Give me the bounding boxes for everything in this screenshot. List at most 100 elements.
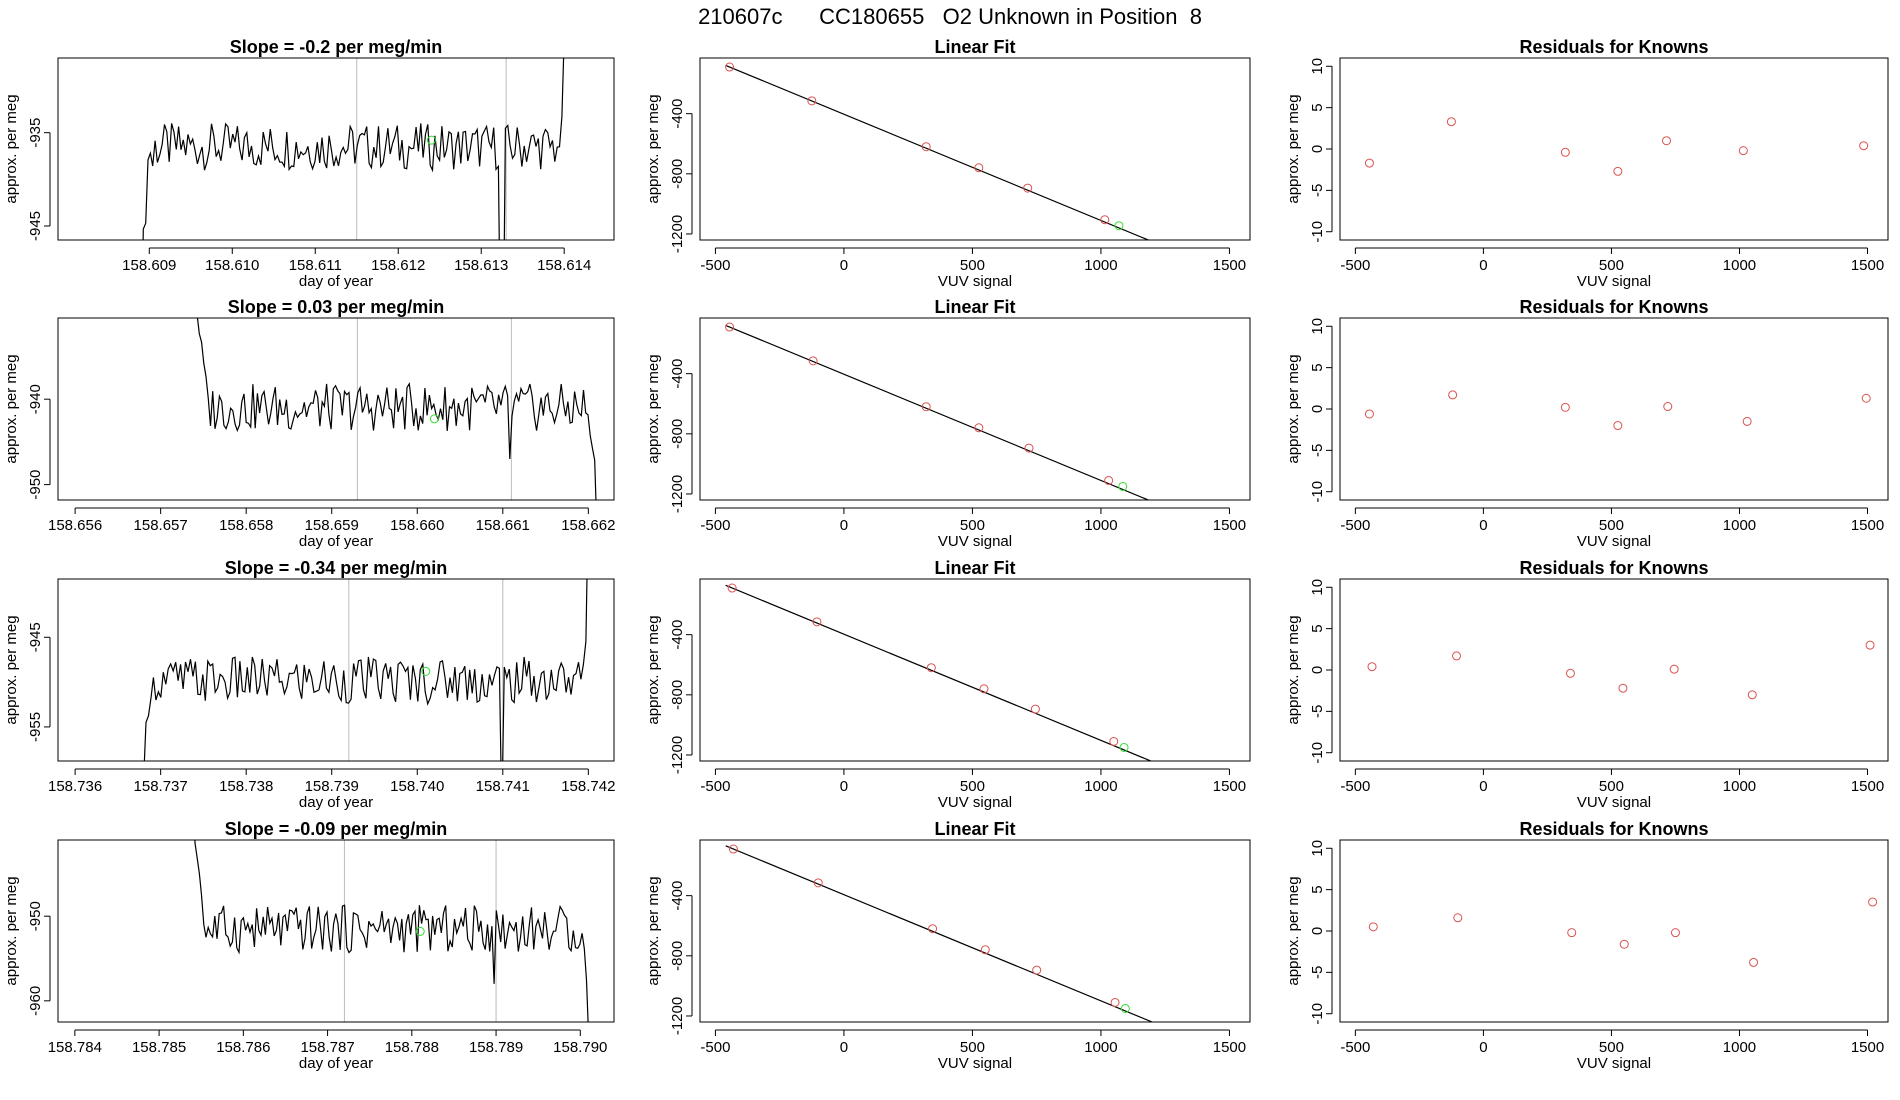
x-tick-label: 1500 <box>1213 778 1246 795</box>
known-point <box>928 924 938 934</box>
x-tick-label: 158.614 <box>537 257 591 274</box>
plot-frame <box>699 578 1251 762</box>
plot-area <box>725 62 1150 240</box>
x-tick-label: 1500 <box>1213 1039 1246 1056</box>
x-axis-label: VUV signal <box>1577 273 1651 290</box>
y-tick-label: 0 <box>1309 145 1326 153</box>
x-tick-label: 158.788 <box>385 1039 439 1056</box>
panel-2-1: Slope = 0.03 per meg/min 158.656 158.657 15… <box>3 297 615 550</box>
y-tick-label: -955 <box>27 712 44 742</box>
x-tick-label: 1000 <box>1723 257 1756 274</box>
unknown-point <box>426 135 436 145</box>
unknown-point <box>1114 221 1124 231</box>
panel-title: Linear Fit <box>934 297 1015 317</box>
y-tick-label: -5 <box>1309 966 1326 979</box>
known-point <box>979 684 989 694</box>
residual-point <box>1669 664 1679 674</box>
x-tick-label: 1500 <box>1851 517 1884 534</box>
x-tick-label: 500 <box>1599 517 1624 534</box>
residual-point <box>1560 147 1570 157</box>
fit-line <box>725 64 1150 240</box>
plot-frame <box>699 317 1251 501</box>
x-tick-label: 158.790 <box>553 1039 607 1056</box>
known-point <box>1024 443 1034 453</box>
plot-area <box>1364 117 1869 176</box>
plot-area <box>142 58 565 240</box>
residual-point <box>1613 166 1623 176</box>
panel-title: Linear Fit <box>934 819 1015 839</box>
x-tick-label: 158.660 <box>390 517 444 534</box>
panel-title: Residuals for Knowns <box>1519 819 1708 839</box>
y-tick-label: -800 <box>669 680 686 710</box>
residual-point <box>1560 402 1570 412</box>
plot-frame <box>1339 578 1889 762</box>
residual-point <box>1663 402 1673 412</box>
y-tick-label: 5 <box>1309 363 1326 371</box>
x-axis-label: day of year <box>299 533 373 550</box>
x-tick-label: 0 <box>840 1039 848 1056</box>
plot-frame <box>57 57 615 241</box>
residual-point <box>1742 416 1752 426</box>
panel-3-3: Residuals for Knowns -500 0 500 1000 1500 VUV … <box>1285 558 1889 811</box>
x-axis-label: day of year <box>299 794 373 811</box>
x-axis-label: VUV signal <box>938 273 1012 290</box>
unknown-point <box>1120 1003 1130 1013</box>
y-tick-label: 0 <box>1309 927 1326 935</box>
panel-1-3: Residuals for Knowns -500 0 500 1000 1500 VUV … <box>1285 37 1889 290</box>
known-point <box>921 402 931 412</box>
x-axis-label: day of year <box>299 273 373 290</box>
x-tick-label: 158.658 <box>219 517 273 534</box>
residual-point <box>1364 409 1374 419</box>
y-tick-label: 5 <box>1309 885 1326 893</box>
x-tick-label: 1000 <box>1084 517 1117 534</box>
y-tick-label: -1200 <box>669 736 686 774</box>
plot-frame <box>1339 57 1889 241</box>
residual-point <box>1670 928 1680 938</box>
panel-3-1: Slope = -0.34 per meg/min 158.736 158.737 1… <box>3 558 615 811</box>
x-tick-label: -500 <box>700 1039 730 1056</box>
plot-area <box>1367 640 1875 700</box>
y-tick-label: -10 <box>1309 1003 1326 1025</box>
unknown-point <box>429 414 439 424</box>
known-point <box>727 583 737 593</box>
residual-point <box>1868 897 1878 907</box>
x-tick-label: 0 <box>1479 517 1487 534</box>
panel-title: Linear Fit <box>934 558 1015 578</box>
known-point <box>1030 704 1040 714</box>
y-tick-label: -10 <box>1309 481 1326 503</box>
residual-point <box>1453 913 1463 923</box>
x-tick-label: 158.741 <box>476 778 530 795</box>
plot-frame <box>1339 839 1889 1023</box>
residual-point <box>1567 928 1577 938</box>
x-tick-label: 500 <box>1599 257 1624 274</box>
data-series-line <box>142 58 565 240</box>
plot-area <box>725 322 1150 500</box>
x-tick-label: 1500 <box>1851 778 1884 795</box>
x-tick-label: 158.786 <box>216 1039 270 1056</box>
residual-point <box>1749 957 1759 967</box>
y-tick-label: -5 <box>1309 444 1326 457</box>
x-tick-label: 500 <box>1599 1039 1624 1056</box>
x-tick-label: 158.661 <box>476 517 530 534</box>
residual-point <box>1861 393 1871 403</box>
panel-title: Slope = -0.34 per meg/min <box>225 558 448 578</box>
plot-area <box>725 844 1154 1022</box>
residual-point <box>1619 939 1629 949</box>
panel-1-1: Slope = -0.2 per meg/min 158.609 158.610 15… <box>3 37 615 290</box>
panel-title: Residuals for Knowns <box>1519 297 1708 317</box>
x-tick-label: -500 <box>1340 778 1370 795</box>
data-series-line <box>196 318 597 500</box>
plot-area <box>143 579 588 761</box>
known-point <box>812 617 822 627</box>
unknown-point <box>421 666 431 676</box>
x-tick-label: 158.737 <box>134 778 188 795</box>
y-axis-label: approx. per meg <box>3 876 20 985</box>
y-tick-label: 5 <box>1309 624 1326 632</box>
y-tick-label: -5 <box>1309 184 1326 197</box>
x-tick-label: -500 <box>1340 257 1370 274</box>
x-tick-label: 500 <box>960 1039 985 1056</box>
fit-line <box>725 584 1153 761</box>
known-point <box>980 945 990 955</box>
x-axis-label: day of year <box>299 1055 373 1072</box>
